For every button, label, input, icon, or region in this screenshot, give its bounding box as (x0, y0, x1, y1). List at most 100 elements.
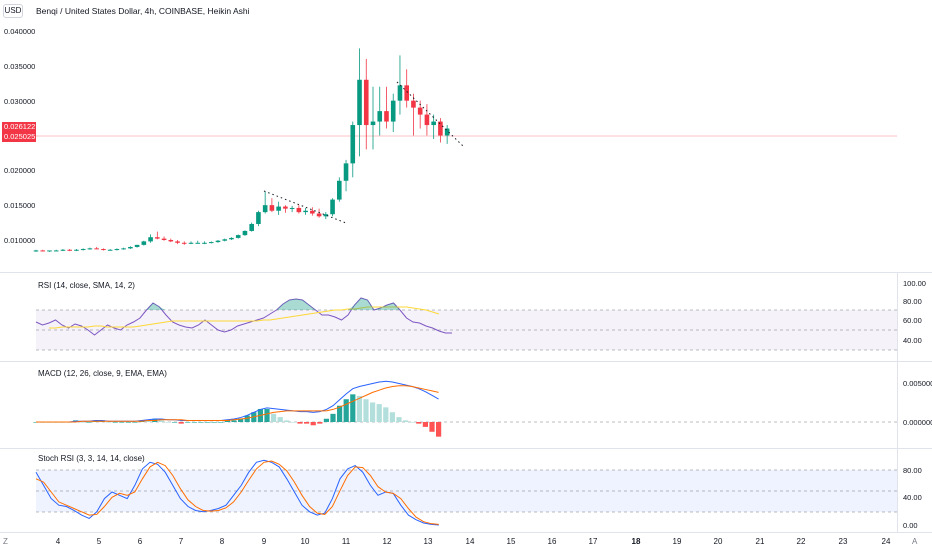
price-tick: 0.035000 (4, 62, 36, 71)
price-tick: 0.015000 (4, 201, 36, 210)
candle (343, 159, 349, 192)
time-label: 8 (219, 537, 225, 546)
macd-histogram-bar (376, 404, 382, 422)
candle-body (53, 250, 59, 252)
candle-body (411, 100, 416, 108)
pane-separator-macd-stoch[interactable] (0, 448, 932, 449)
price-tick: 0.030000 (4, 97, 36, 106)
macd-histogram-bar (86, 422, 92, 423)
candle (141, 240, 147, 246)
candle (384, 86, 389, 129)
candle-body (107, 249, 113, 251)
candle-body (114, 249, 120, 251)
pane-separator-price-rsi[interactable] (0, 272, 932, 273)
candle-body (175, 241, 180, 243)
macd-histogram-bar (330, 413, 336, 422)
candle (296, 205, 302, 214)
prev-price-badge: 0.025025 (2, 132, 36, 142)
time-label: 7 (178, 537, 184, 546)
macd-histogram-bar (436, 422, 442, 437)
candle-body (235, 235, 241, 238)
stoch-tick: 80.00 (903, 466, 922, 475)
candle-body (141, 241, 147, 245)
macd-histogram-bar (191, 422, 197, 423)
macd-histogram-bar (264, 408, 270, 422)
time-label: 21 (755, 537, 765, 546)
candle (94, 246, 99, 250)
candle (377, 86, 383, 136)
candle-body (168, 240, 174, 242)
candle-body (94, 248, 99, 250)
candle (431, 114, 436, 139)
macd-label[interactable]: MACD (12, 26, close, 9, EMA, EMA) (38, 369, 167, 378)
pane-separator-time-axis (0, 532, 932, 533)
candle-body (215, 240, 221, 243)
stoch-label[interactable]: Stoch RSI (3, 3, 14, 14, close) (38, 454, 145, 463)
time-label: 19 (672, 537, 682, 546)
rsi-overbought-fill (146, 303, 173, 310)
candle-body (74, 249, 79, 251)
pane-separator-rsi-macd[interactable] (0, 361, 932, 362)
candle-body (350, 125, 356, 164)
candle (53, 249, 59, 252)
rsi-label[interactable]: RSI (14, close, SMA, 14, 2) (38, 281, 135, 290)
candle (134, 244, 140, 248)
macd-histogram-bar (79, 422, 85, 423)
macd-histogram-bar (383, 407, 389, 422)
auto-scale-icon[interactable]: A (912, 537, 918, 546)
candle-body (256, 212, 261, 224)
candle (188, 241, 194, 245)
candle-body (155, 237, 160, 239)
candle-body (208, 242, 214, 244)
macd-histogram-bar (198, 422, 204, 423)
candle (215, 240, 221, 243)
candle (444, 125, 450, 144)
candle-body (330, 199, 335, 215)
timezone-icon[interactable]: Z (3, 537, 8, 546)
macd-histogram-bar (363, 399, 369, 422)
rsi-tick: 40.00 (903, 336, 922, 345)
macd-histogram-bar (224, 420, 230, 422)
candle (330, 198, 335, 217)
candle-body (249, 223, 254, 231)
candle (74, 249, 79, 252)
candle-body (161, 238, 167, 240)
macd-histogram-bar (238, 418, 244, 422)
candle-body (417, 107, 423, 115)
macd-histogram-bar (185, 422, 191, 423)
time-label: 22 (796, 537, 806, 546)
time-label: 9 (261, 537, 267, 546)
candle (195, 240, 201, 244)
candle-body (242, 230, 248, 236)
candle-body (229, 237, 234, 240)
candle-body (188, 242, 194, 244)
stoch-tick: 40.00 (903, 493, 922, 502)
macd-histogram-bar (429, 422, 435, 432)
candle (276, 201, 281, 215)
macd-histogram-bar (178, 422, 184, 424)
macd-histogram-bar (422, 422, 428, 427)
macd-histogram-bar (271, 413, 277, 422)
macd-histogram-bar (350, 394, 356, 422)
time-label: 5 (96, 537, 102, 546)
candle (114, 248, 120, 251)
rsi-band (36, 310, 897, 350)
time-label: 11 (341, 537, 351, 546)
currency-button[interactable]: USD (3, 4, 23, 18)
macd-histogram-bar (409, 422, 415, 423)
time-label: 24 (881, 537, 891, 546)
macd-histogram-bar (277, 417, 283, 422)
candle (411, 93, 416, 136)
candle (202, 241, 207, 245)
candle-body (323, 214, 329, 217)
candle-body (397, 85, 403, 101)
candle-body (438, 121, 443, 136)
rsi-tick: 60.00 (903, 316, 922, 325)
price-tick: 0.020000 (4, 166, 36, 175)
macd-histogram-bar (396, 417, 402, 422)
candle (80, 248, 86, 251)
candle (87, 247, 93, 250)
candle-body (363, 79, 369, 126)
trendline-2 (396, 81, 464, 147)
